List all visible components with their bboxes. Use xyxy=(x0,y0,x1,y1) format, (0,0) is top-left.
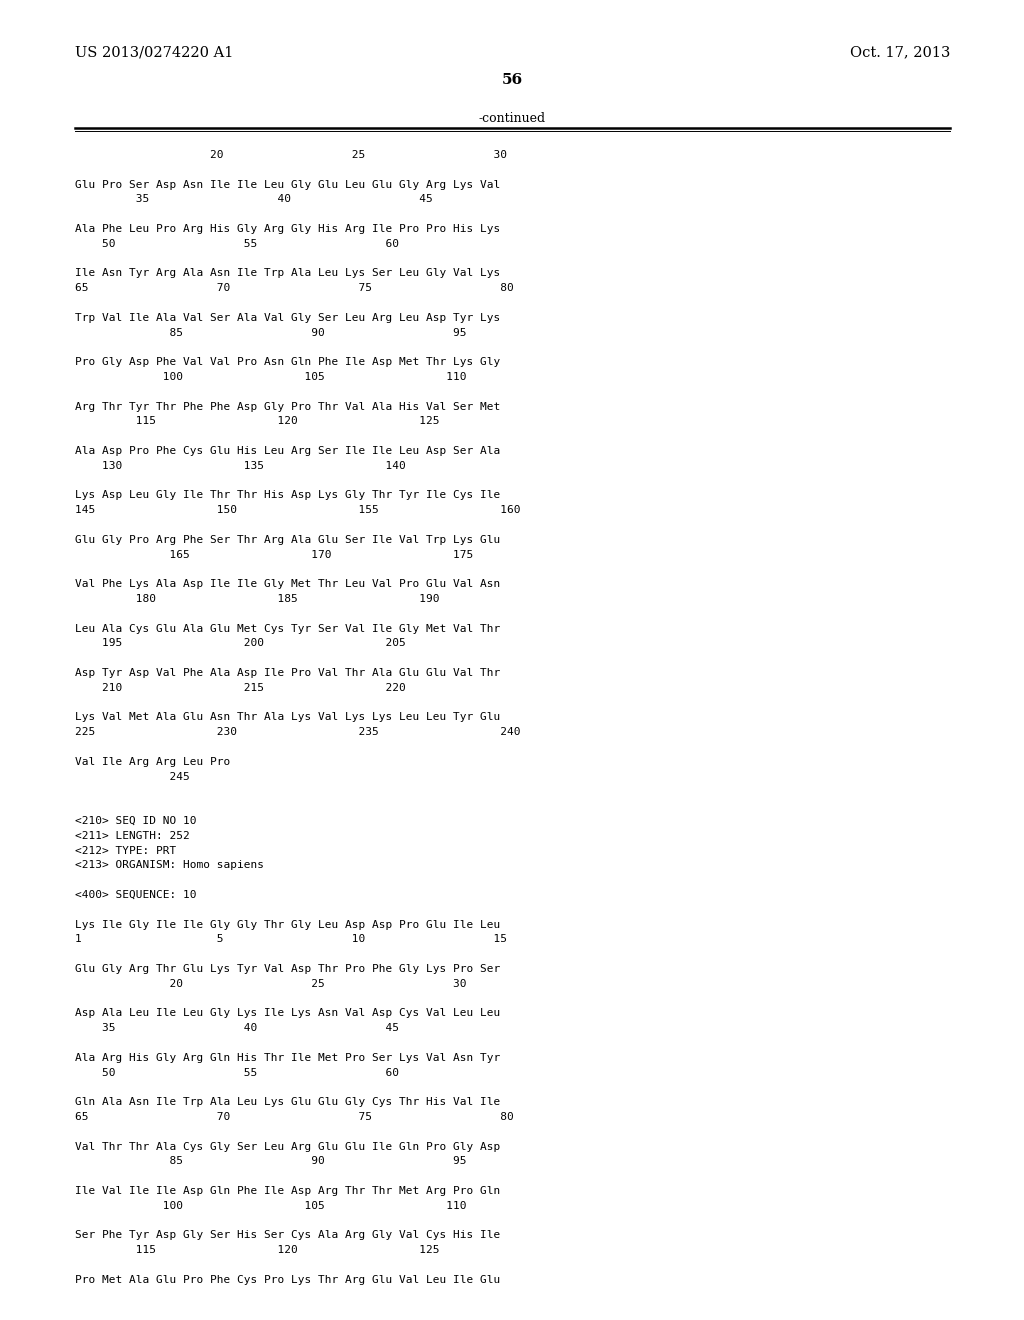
Text: 35                   40                   45: 35 40 45 xyxy=(75,1023,399,1034)
Text: 65                   70                   75                   80: 65 70 75 80 xyxy=(75,284,514,293)
Text: <211> LENGTH: 252: <211> LENGTH: 252 xyxy=(75,830,189,841)
Text: 145                  150                  155                  160: 145 150 155 160 xyxy=(75,506,520,515)
Text: Lys Val Met Ala Glu Asn Thr Ala Lys Val Lys Lys Leu Leu Tyr Glu: Lys Val Met Ala Glu Asn Thr Ala Lys Val … xyxy=(75,713,501,722)
Text: 50                   55                   60: 50 55 60 xyxy=(75,239,399,248)
Text: Ile Val Ile Ile Asp Gln Phe Ile Asp Arg Thr Thr Met Arg Pro Gln: Ile Val Ile Ile Asp Gln Phe Ile Asp Arg … xyxy=(75,1185,501,1196)
Text: Ala Phe Leu Pro Arg His Gly Arg Gly His Arg Ile Pro Pro His Lys: Ala Phe Leu Pro Arg His Gly Arg Gly His … xyxy=(75,224,501,234)
Text: 56: 56 xyxy=(502,73,522,87)
Text: 115                  120                  125: 115 120 125 xyxy=(75,416,439,426)
Text: Glu Gly Arg Thr Glu Lys Tyr Val Asp Thr Pro Phe Gly Lys Pro Ser: Glu Gly Arg Thr Glu Lys Tyr Val Asp Thr … xyxy=(75,964,501,974)
Text: Val Ile Arg Arg Leu Pro: Val Ile Arg Arg Leu Pro xyxy=(75,756,230,767)
Text: <213> ORGANISM: Homo sapiens: <213> ORGANISM: Homo sapiens xyxy=(75,861,264,870)
Text: 225                  230                  235                  240: 225 230 235 240 xyxy=(75,727,520,737)
Text: 165                  170                  175: 165 170 175 xyxy=(75,549,473,560)
Text: Leu Ala Cys Glu Ala Glu Met Cys Tyr Ser Val Ile Gly Met Val Thr: Leu Ala Cys Glu Ala Glu Met Cys Tyr Ser … xyxy=(75,623,501,634)
Text: Ile Asn Tyr Arg Ala Asn Ile Trp Ala Leu Lys Ser Leu Gly Val Lys: Ile Asn Tyr Arg Ala Asn Ile Trp Ala Leu … xyxy=(75,268,501,279)
Text: -continued: -continued xyxy=(478,111,546,124)
Text: Pro Gly Asp Phe Val Val Pro Asn Gln Phe Ile Asp Met Thr Lys Gly: Pro Gly Asp Phe Val Val Pro Asn Gln Phe … xyxy=(75,358,501,367)
Text: 130                  135                  140: 130 135 140 xyxy=(75,461,406,471)
Text: Glu Gly Pro Arg Phe Ser Thr Arg Ala Glu Ser Ile Val Trp Lys Glu: Glu Gly Pro Arg Phe Ser Thr Arg Ala Glu … xyxy=(75,535,501,545)
Text: Asp Tyr Asp Val Phe Ala Asp Ile Pro Val Thr Ala Glu Glu Val Thr: Asp Tyr Asp Val Phe Ala Asp Ile Pro Val … xyxy=(75,668,501,678)
Text: Val Thr Thr Ala Cys Gly Ser Leu Arg Glu Glu Ile Gln Pro Gly Asp: Val Thr Thr Ala Cys Gly Ser Leu Arg Glu … xyxy=(75,1142,501,1151)
Text: 35                   40                   45: 35 40 45 xyxy=(75,194,433,205)
Text: Lys Asp Leu Gly Ile Thr Thr His Asp Lys Gly Thr Tyr Ile Cys Ile: Lys Asp Leu Gly Ile Thr Thr His Asp Lys … xyxy=(75,491,501,500)
Text: 85                   90                   95: 85 90 95 xyxy=(75,1156,467,1167)
Text: 20                   25                   30: 20 25 30 xyxy=(75,979,467,989)
Text: 20                   25                   30: 20 25 30 xyxy=(75,150,507,160)
Text: Arg Thr Tyr Thr Phe Phe Asp Gly Pro Thr Val Ala His Val Ser Met: Arg Thr Tyr Thr Phe Phe Asp Gly Pro Thr … xyxy=(75,401,501,412)
Text: Ser Phe Tyr Asp Gly Ser His Ser Cys Ala Arg Gly Val Cys His Ile: Ser Phe Tyr Asp Gly Ser His Ser Cys Ala … xyxy=(75,1230,501,1241)
Text: Val Phe Lys Ala Asp Ile Ile Gly Met Thr Leu Val Pro Glu Val Asn: Val Phe Lys Ala Asp Ile Ile Gly Met Thr … xyxy=(75,579,501,589)
Text: Asp Ala Leu Ile Leu Gly Lys Ile Lys Asn Val Asp Cys Val Leu Leu: Asp Ala Leu Ile Leu Gly Lys Ile Lys Asn … xyxy=(75,1008,501,1019)
Text: Gln Ala Asn Ile Trp Ala Leu Lys Glu Glu Gly Cys Thr His Val Ile: Gln Ala Asn Ile Trp Ala Leu Lys Glu Glu … xyxy=(75,1097,501,1107)
Text: 50                   55                   60: 50 55 60 xyxy=(75,1068,399,1077)
Text: 100                  105                  110: 100 105 110 xyxy=(75,1201,467,1210)
Text: 115                  120                  125: 115 120 125 xyxy=(75,1245,439,1255)
Text: <400> SEQUENCE: 10: <400> SEQUENCE: 10 xyxy=(75,890,197,900)
Text: US 2013/0274220 A1: US 2013/0274220 A1 xyxy=(75,45,233,59)
Text: Glu Pro Ser Asp Asn Ile Ile Leu Gly Glu Leu Glu Gly Arg Lys Val: Glu Pro Ser Asp Asn Ile Ile Leu Gly Glu … xyxy=(75,180,501,190)
Text: Oct. 17, 2013: Oct. 17, 2013 xyxy=(850,45,950,59)
Text: Ala Arg His Gly Arg Gln His Thr Ile Met Pro Ser Lys Val Asn Tyr: Ala Arg His Gly Arg Gln His Thr Ile Met … xyxy=(75,1053,501,1063)
Text: 195                  200                  205: 195 200 205 xyxy=(75,639,406,648)
Text: <212> TYPE: PRT: <212> TYPE: PRT xyxy=(75,846,176,855)
Text: Lys Ile Gly Ile Ile Gly Gly Thr Gly Leu Asp Asp Pro Glu Ile Leu: Lys Ile Gly Ile Ile Gly Gly Thr Gly Leu … xyxy=(75,920,501,929)
Text: 1                    5                   10                   15: 1 5 10 15 xyxy=(75,935,507,944)
Text: Pro Met Ala Glu Pro Phe Cys Pro Lys Thr Arg Glu Val Leu Ile Glu: Pro Met Ala Glu Pro Phe Cys Pro Lys Thr … xyxy=(75,1275,501,1284)
Text: Ala Asp Pro Phe Cys Glu His Leu Arg Ser Ile Ile Leu Asp Ser Ala: Ala Asp Pro Phe Cys Glu His Leu Arg Ser … xyxy=(75,446,501,455)
Text: 65                   70                   75                   80: 65 70 75 80 xyxy=(75,1111,514,1122)
Text: <210> SEQ ID NO 10: <210> SEQ ID NO 10 xyxy=(75,816,197,826)
Text: 180                  185                  190: 180 185 190 xyxy=(75,594,439,605)
Text: 210                  215                  220: 210 215 220 xyxy=(75,682,406,693)
Text: 85                   90                   95: 85 90 95 xyxy=(75,327,467,338)
Text: 100                  105                  110: 100 105 110 xyxy=(75,372,467,381)
Text: 245: 245 xyxy=(75,772,189,781)
Text: Trp Val Ile Ala Val Ser Ala Val Gly Ser Leu Arg Leu Asp Tyr Lys: Trp Val Ile Ala Val Ser Ala Val Gly Ser … xyxy=(75,313,501,323)
